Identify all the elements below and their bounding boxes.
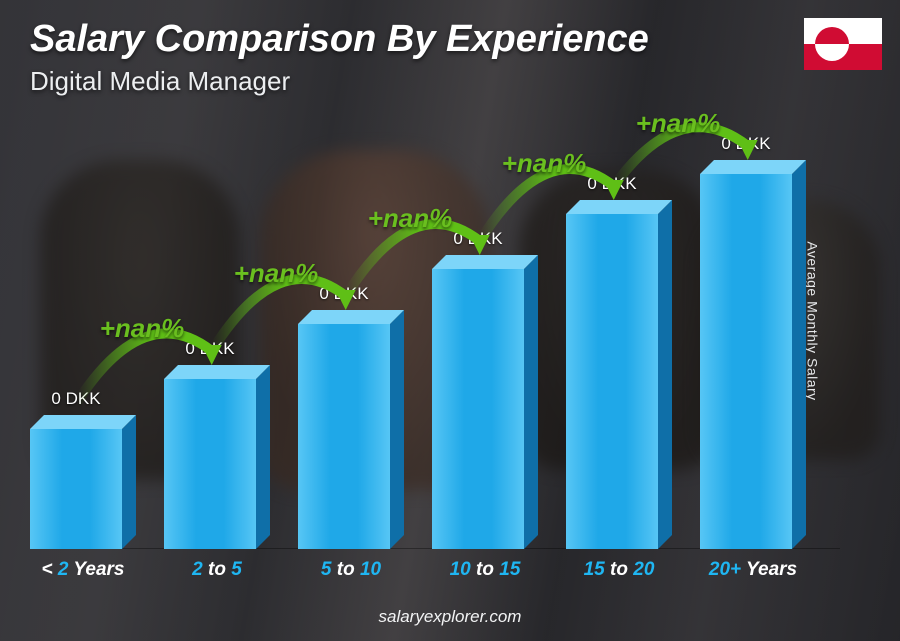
chart-subtitle: Digital Media Manager: [30, 66, 290, 97]
bar-front: [164, 379, 256, 549]
x-axis-label: < 2 Years: [18, 559, 148, 581]
x-axis-label: 10 to 15: [420, 559, 550, 581]
bar: 0 DKK10 to 15: [432, 269, 538, 549]
x-axis-label: 2 to 5: [152, 559, 282, 581]
bar: 0 DKK2 to 5: [164, 379, 270, 549]
x-axis-label: 20+ Years: [688, 559, 818, 581]
bar-front: [566, 214, 658, 549]
bar-side: [792, 160, 806, 549]
footer-attribution: salaryexplorer.com: [0, 607, 900, 627]
bar-chart: 0 DKK< 2 Years 0 DKK2 to 5 0 DKK5 to 10 0 D…: [30, 120, 840, 587]
pct-increase-label: +nan%: [368, 203, 453, 234]
pct-increase-label: +nan%: [636, 108, 721, 139]
x-axis-label: 5 to 10: [286, 559, 416, 581]
bar-top: [700, 160, 806, 174]
bar-front: [432, 269, 524, 549]
bar: 0 DKK5 to 10: [298, 324, 404, 549]
bar-front: [700, 174, 792, 549]
chart-title: Salary Comparison By Experience: [30, 18, 649, 61]
bar-side: [524, 255, 538, 549]
bar: 0 DKK< 2 Years: [30, 429, 136, 549]
bar-top: [164, 365, 270, 379]
bar: 0 DKK15 to 20: [566, 214, 672, 549]
bar-top: [298, 310, 404, 324]
bar-side: [390, 310, 404, 549]
bar-top: [432, 255, 538, 269]
flag-greenland-icon: [804, 18, 882, 70]
bar-front: [30, 429, 122, 549]
bar-side: [256, 365, 270, 549]
bar-side: [122, 415, 136, 549]
bar-top: [30, 415, 136, 429]
x-axis-label: 15 to 20: [554, 559, 684, 581]
chart-stage: Salary Comparison By Experience Digital …: [0, 0, 900, 641]
pct-increase-label: +nan%: [502, 148, 587, 179]
bar-side: [658, 200, 672, 549]
pct-increase-label: +nan%: [234, 258, 319, 289]
bar-value-label: 0 DKK: [22, 389, 130, 409]
bar-top: [566, 200, 672, 214]
pct-increase-label: +nan%: [100, 313, 185, 344]
bar: 0 DKK20+ Years: [700, 174, 806, 549]
bar-front: [298, 324, 390, 549]
